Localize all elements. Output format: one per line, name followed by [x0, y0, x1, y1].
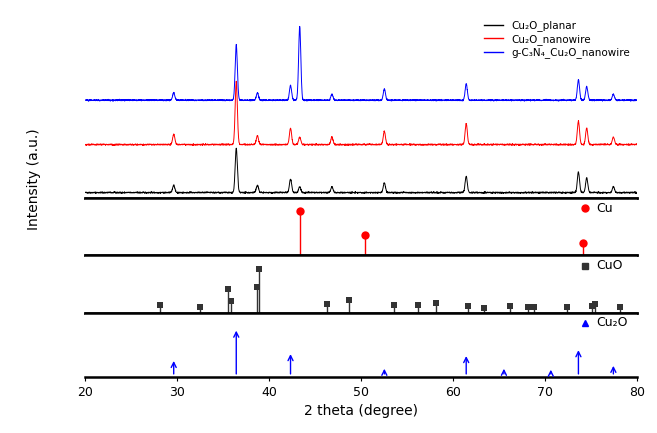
Legend: Cu₂O_planar, Cu₂O_nanowire, g-C₃N₄_Cu₂O_nanowire: Cu₂O_planar, Cu₂O_nanowire, g-C₃N₄_Cu₂O_…	[480, 16, 634, 62]
Y-axis label: Intensity (a.u.): Intensity (a.u.)	[27, 129, 41, 230]
Text: Cu₂O: Cu₂O	[596, 316, 627, 329]
Text: CuO: CuO	[596, 259, 622, 272]
X-axis label: 2 theta (degree): 2 theta (degree)	[304, 404, 419, 418]
Text: Cu: Cu	[596, 202, 612, 215]
